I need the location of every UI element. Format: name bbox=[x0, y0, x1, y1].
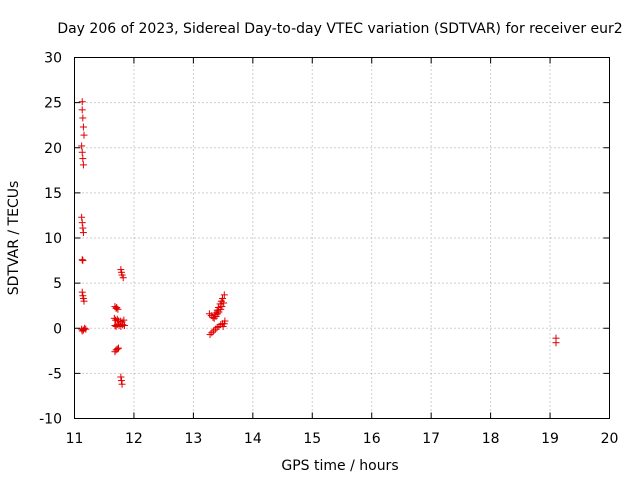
data-point bbox=[213, 323, 221, 331]
data-point bbox=[80, 297, 88, 305]
data-point bbox=[79, 257, 87, 265]
tick-layer: 11 12 13 14 15 16 17 18 19 20 -10 -5 0 5 10 15 20 25 30 bbox=[39, 51, 618, 448]
x-tick-label: 14 bbox=[244, 431, 262, 447]
data-point bbox=[80, 131, 88, 139]
x-tick-label: 16 bbox=[363, 431, 381, 447]
y-tick-label: 15 bbox=[44, 186, 62, 202]
data-point bbox=[112, 304, 120, 312]
data-point bbox=[78, 106, 86, 114]
y-tick-label: 30 bbox=[44, 51, 62, 67]
data-point bbox=[113, 345, 121, 353]
chart-title: Day 206 of 2023, Sidereal Day-to-day VTE… bbox=[57, 21, 622, 37]
grid-layer bbox=[74, 57, 610, 419]
data-point bbox=[82, 325, 90, 333]
data-point bbox=[218, 303, 226, 311]
data-point bbox=[79, 114, 87, 122]
data-point bbox=[110, 314, 118, 322]
data-point bbox=[117, 377, 125, 385]
x-tick-label: 15 bbox=[303, 431, 321, 447]
data-point bbox=[78, 142, 86, 150]
data-point bbox=[211, 325, 219, 333]
y-tick-label: -10 bbox=[39, 412, 62, 428]
data-point bbox=[206, 331, 214, 339]
data-point bbox=[120, 316, 128, 324]
data-point bbox=[79, 224, 87, 232]
data-point bbox=[114, 305, 122, 313]
data-point bbox=[120, 322, 128, 330]
data-point bbox=[79, 123, 87, 131]
x-tick-label: 12 bbox=[125, 431, 143, 447]
data-point bbox=[79, 161, 87, 169]
data-point bbox=[205, 310, 213, 318]
data-point bbox=[78, 148, 86, 156]
x-tick-label: 11 bbox=[66, 431, 84, 447]
data-point bbox=[118, 380, 126, 388]
data-point bbox=[210, 314, 218, 322]
x-tick-label: 20 bbox=[601, 431, 619, 447]
data-point bbox=[552, 339, 560, 347]
data-point bbox=[119, 321, 127, 329]
data-point bbox=[214, 310, 222, 318]
data-point bbox=[114, 344, 122, 352]
data-point bbox=[117, 373, 125, 381]
y-tick-label: -5 bbox=[48, 366, 62, 382]
x-tick-label: 17 bbox=[422, 431, 440, 447]
data-point bbox=[81, 324, 89, 332]
x-axis-label: GPS time / hours bbox=[281, 458, 398, 474]
data-point bbox=[219, 294, 227, 302]
data-point bbox=[78, 219, 86, 227]
data-point bbox=[78, 213, 86, 221]
data-point bbox=[78, 98, 86, 106]
data-point bbox=[220, 291, 228, 299]
y-tick-label: 25 bbox=[44, 96, 62, 112]
data-point bbox=[79, 229, 87, 237]
data-point bbox=[116, 317, 124, 325]
data-point bbox=[210, 327, 218, 335]
data-point bbox=[220, 299, 228, 307]
data-point bbox=[117, 322, 125, 330]
y-axis-label: SDTVAR / TECUs bbox=[6, 181, 22, 296]
x-tick-label: 13 bbox=[184, 431, 202, 447]
data-point bbox=[208, 329, 216, 337]
data-points bbox=[78, 98, 560, 388]
data-point bbox=[78, 288, 86, 296]
y-tick-label: 5 bbox=[53, 276, 62, 292]
data-point bbox=[79, 155, 87, 163]
y-tick-label: 10 bbox=[44, 231, 62, 247]
x-tick-label: 19 bbox=[541, 431, 559, 447]
data-point bbox=[211, 311, 219, 319]
x-tick-label: 18 bbox=[482, 431, 500, 447]
data-point bbox=[119, 274, 127, 282]
y-tick-label: 0 bbox=[53, 321, 62, 337]
data-point bbox=[221, 317, 229, 325]
y-tick-label: 20 bbox=[44, 141, 62, 157]
data-point bbox=[113, 303, 121, 311]
data-point bbox=[112, 316, 120, 324]
data-point bbox=[78, 256, 86, 264]
